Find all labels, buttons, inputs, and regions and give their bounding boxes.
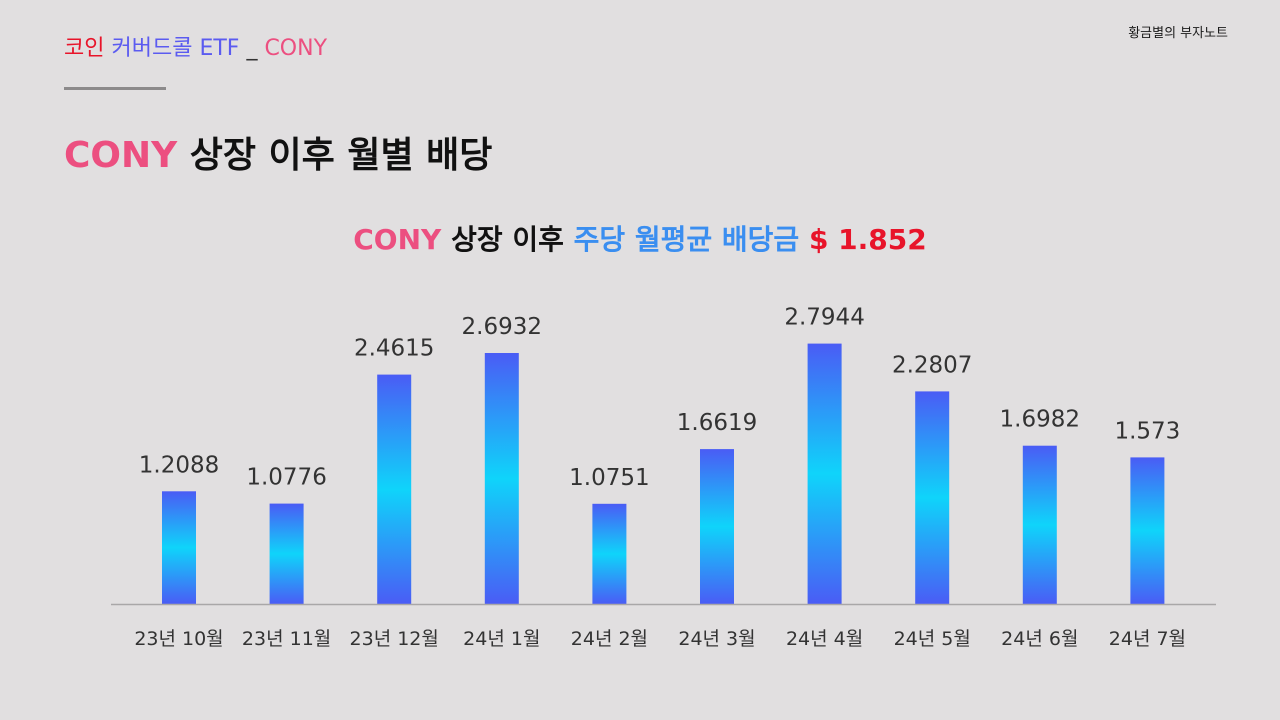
page-title: CONY 상장 이후 월별 배당 — [64, 126, 492, 178]
page-title-text: 상장 이후 월별 배당 — [189, 135, 493, 176]
page-title-ticker: CONY — [64, 135, 178, 176]
bar-value-label: 1.2088 — [139, 452, 219, 478]
bar-value-label: 1.6619 — [677, 410, 757, 436]
x-tick-label: 24년 5월 — [894, 628, 971, 650]
bar-value-label: 2.4615 — [354, 336, 434, 362]
bar — [484, 353, 519, 604]
x-tick-label: 24년 1월 — [463, 628, 540, 650]
chart-title-amount: $ 1.852 — [808, 223, 927, 256]
bar — [1022, 445, 1057, 604]
bar — [269, 503, 304, 604]
brand-label: 황금별의 부자노트 — [1128, 26, 1228, 41]
bar-value-label: 1.6982 — [1000, 407, 1080, 433]
bar-value-label: 2.6932 — [462, 314, 542, 340]
bar-value-label: 2.7944 — [784, 305, 864, 331]
x-tick-label: 23년 11월 — [242, 628, 331, 650]
bar — [915, 391, 950, 604]
bar-value-label: 1.573 — [1114, 418, 1180, 444]
bar — [377, 374, 412, 604]
x-tick-label: 24년 7월 — [1109, 628, 1186, 650]
header-separator: _ — [246, 36, 258, 61]
chart-title-ticker: CONY — [353, 223, 442, 256]
x-tick-label: 24년 6월 — [1001, 628, 1078, 650]
header-title: 코인 커버드콜 ETF _ CONY — [64, 30, 327, 62]
bar-value-label: 1.0751 — [569, 465, 649, 491]
x-tick-label: 24년 4월 — [786, 628, 863, 650]
x-tick-label: 23년 12월 — [350, 628, 439, 650]
x-tick-label: 24년 3월 — [678, 628, 755, 650]
category-label-group: 23년 10월 23년 11월 23년 12월 24년 1월 24년 2월 24년 3월 2… — [134, 628, 1186, 650]
bar-value-label: 2.2807 — [892, 352, 972, 378]
chart-title-since-listing: 상장 이후 — [451, 223, 564, 256]
header-coin-label: 코인 — [64, 36, 105, 61]
chart-title: CONY 상장 이후 주당 월평균 배당금 $ 1.852 — [0, 218, 1280, 258]
x-tick-label: 24년 2월 — [571, 628, 648, 650]
bar — [700, 449, 734, 604]
bar — [807, 343, 842, 604]
bar — [1130, 457, 1165, 604]
x-tick-label: 23년 10월 — [134, 628, 223, 650]
header-covered-call-label: 커버드콜 ETF — [111, 36, 240, 61]
header-ticker: CONY — [264, 36, 328, 61]
header-divider — [64, 87, 166, 90]
chart-title-average-label: 주당 월평균 배당금 — [573, 223, 800, 256]
bar — [162, 491, 196, 604]
value-label-group: 1.2088 1.0776 2.4615 2.6932 1.0751 1.6619 2.79… — [139, 305, 1181, 491]
bar — [592, 503, 627, 604]
bar-group — [162, 343, 1165, 604]
bar-value-label: 1.0776 — [246, 465, 326, 491]
